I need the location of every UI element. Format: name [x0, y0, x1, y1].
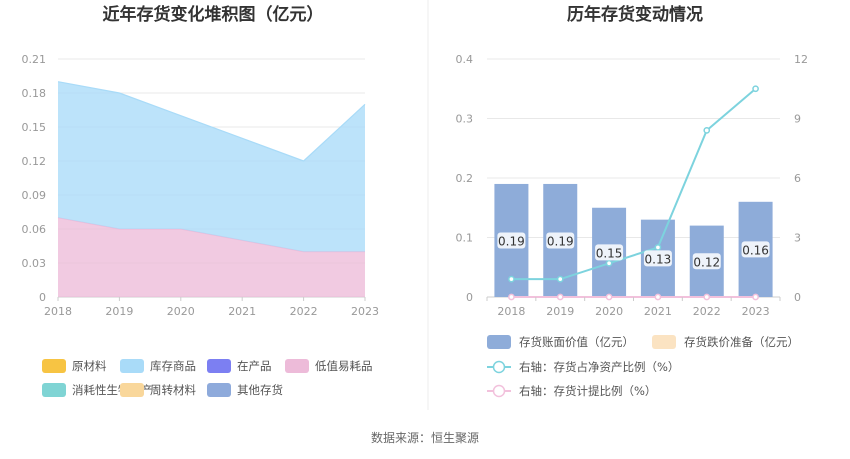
legend-swatch	[207, 359, 231, 373]
right-x-axis-ticks: 2018 2019 2020 2021 2022 2023	[486, 297, 781, 318]
left-y-tick-label: 0.06	[22, 223, 47, 236]
right-x-tick-label: 2019	[546, 305, 574, 318]
line-point	[703, 293, 711, 301]
left-y-tick-label: 0.09	[22, 189, 47, 202]
left-x-tick-label: 2018	[44, 305, 72, 318]
line-point	[508, 275, 515, 283]
bar-value-label: 0.19	[547, 234, 574, 248]
line-point	[654, 293, 662, 301]
left-x-tick-label: 2022	[290, 305, 318, 318]
right-y2-tick-label: 6	[794, 172, 801, 185]
legend-label: 其他存货	[237, 383, 283, 397]
left-x-tick-label: 2023	[351, 305, 379, 318]
right-x-tick-label: 2023	[742, 305, 770, 318]
right-y2-axis-ticks: 0 3 6 9 12	[794, 53, 808, 304]
right-x-tick-label: 2022	[693, 305, 721, 318]
right-y2-tick-label: 3	[794, 232, 801, 245]
left-x-axis-ticks: 2018 2019 2020 2021 2022 2023	[44, 297, 379, 318]
line-point	[556, 275, 564, 283]
bar-value-label: 0.13	[645, 252, 672, 266]
right-y-axis-ticks: 0 0.1 0.2 0.3 0.4	[456, 53, 474, 304]
inventory-change-chart: 历年存货变动情况 0.19 0.19 0.15 0.13 0.12 0.16 0 0.1 0.…	[456, 4, 809, 398]
left-y-axis-ticks: 0 0.03 0.06 0.09 0.12 0.15 0.18 0.21	[22, 53, 47, 304]
right-chart-title: 历年存货变动情况	[567, 4, 703, 25]
legend-swatch	[42, 383, 66, 397]
bar-label-bg	[497, 232, 526, 249]
bar-label-bg	[643, 250, 672, 267]
left-x-tick-label: 2019	[105, 305, 133, 318]
left-x-tick-label: 2021	[228, 305, 256, 318]
bar-label-bg	[595, 244, 624, 261]
left-x-tick-label: 2020	[167, 305, 195, 318]
left-y-tick-label: 0.03	[22, 257, 47, 270]
legend-swatch	[487, 335, 511, 349]
right-bar-labels: 0.19 0.19 0.15 0.13 0.12 0.16	[497, 232, 770, 270]
right-y-tick-label: 0.3	[456, 113, 474, 126]
right-y2-tick-label: 12	[794, 53, 808, 66]
data-source-note: 数据来源：恒生聚源	[371, 430, 479, 445]
left-y-tick-label: 0.15	[22, 121, 47, 134]
legend-swatch	[207, 383, 231, 397]
right-y2-tick-label: 9	[794, 113, 801, 126]
line-point	[605, 293, 613, 301]
line-point	[605, 259, 613, 267]
left-y-tick-label: 0.12	[22, 155, 47, 168]
legend-swatch	[285, 359, 309, 373]
legend-label: 库存商品	[150, 359, 196, 373]
stacked-area-chart: 近年存货变化堆积图（亿元） 00.030.060.090.120.150.180…	[22, 4, 379, 397]
legend-swatch	[120, 359, 144, 373]
left-areas	[57, 81, 366, 297]
legend-swatch	[42, 359, 66, 373]
right-legend: 存货账面价值（亿元） 存货跌价准备（亿元） 右轴：存货占净资产比例（%） 右轴：存货计…	[487, 335, 799, 398]
right-x-tick-label: 2020	[595, 305, 623, 318]
line-point	[556, 293, 564, 301]
line-point	[752, 293, 759, 301]
right-y-tick-label: 0.1	[456, 232, 474, 245]
bar-value-label: 0.16	[742, 243, 769, 257]
left-chart-title: 近年存货变化堆积图（亿元）	[103, 4, 324, 25]
bar-value-label: 0.19	[498, 234, 525, 248]
bar-value-label: 0.12	[693, 255, 720, 269]
legend-label: 周转材料	[150, 383, 196, 397]
area-series	[58, 81, 365, 252]
legend-marker	[492, 360, 506, 374]
legend-label: 右轴：存货占净资产比例（%）	[519, 360, 679, 374]
line-point	[654, 244, 662, 251]
left-y-tick-label: 0	[39, 291, 46, 304]
bar-label-bg	[546, 232, 575, 249]
legend-label: 在产品	[237, 359, 272, 373]
right-y-tick-label: 0	[466, 291, 473, 304]
legend-marker	[492, 384, 506, 398]
legend-label: 存货跌价准备（亿元）	[684, 335, 799, 349]
line-series	[511, 87, 757, 281]
right-x-tick-label: 2021	[644, 305, 672, 318]
legend-label: 存货账面价值（亿元）	[519, 335, 634, 349]
bar-value-label: 0.15	[596, 246, 623, 260]
right-grid	[487, 58, 780, 298]
bar-label-bg	[741, 241, 770, 258]
right-y-tick-label: 0.4	[456, 53, 474, 66]
right-y2-tick-label: 0	[794, 291, 801, 304]
line-point	[703, 127, 711, 134]
right-y-tick-label: 0.2	[456, 172, 474, 185]
line-point	[508, 293, 515, 301]
legend-swatch	[652, 335, 676, 349]
area-series-edge	[57, 81, 366, 162]
area-series	[58, 217, 365, 297]
legend-swatch	[120, 383, 144, 397]
line-point	[752, 85, 759, 93]
left-y-tick-label: 0.18	[22, 87, 47, 100]
legend-label: 原材料	[72, 359, 107, 373]
legend-label: 低值易耗品	[315, 359, 373, 373]
left-y-tick-label: 0.21	[22, 53, 47, 66]
bar-label-bg	[692, 253, 721, 270]
right-x-tick-label: 2018	[497, 305, 525, 318]
legend-label: 右轴：存货计提比例（%）	[519, 384, 656, 398]
